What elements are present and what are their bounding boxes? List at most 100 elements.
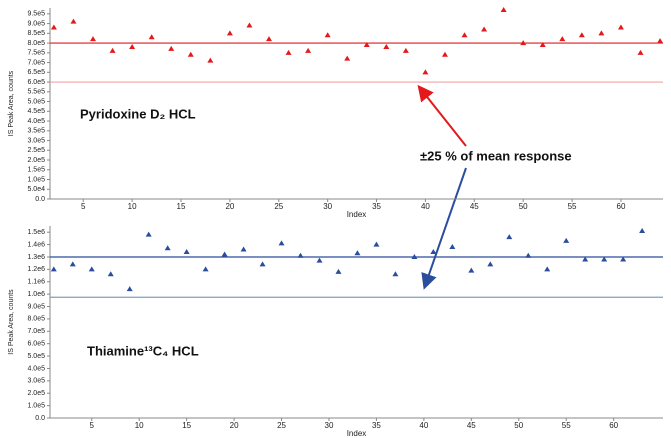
point xyxy=(129,43,136,49)
point xyxy=(246,22,253,28)
y-tick-label: 7.0e5 xyxy=(27,59,45,66)
point xyxy=(617,24,624,30)
x-tick-label: 35 xyxy=(372,421,381,430)
x-tick-label: 55 xyxy=(568,202,577,211)
point xyxy=(88,266,95,272)
point xyxy=(422,69,429,75)
y-tick-label: 1.5e5 xyxy=(27,167,45,174)
y-tick-label: 5.5e5 xyxy=(27,89,45,96)
y-tick-label: 3.5e5 xyxy=(27,128,45,135)
y-tick-label: 9.5e5 xyxy=(27,11,45,18)
y-tick-label: 3.0e5 xyxy=(27,378,45,385)
point xyxy=(468,267,475,273)
point xyxy=(544,266,551,272)
y-tick-label: 5.0e5 xyxy=(27,98,45,105)
x-tick-label: 50 xyxy=(519,202,528,211)
x-tick-label: 60 xyxy=(617,202,626,211)
y-tick-label: 8.5e5 xyxy=(27,30,45,37)
point xyxy=(221,251,228,257)
y-tick-label: 1.0e6 xyxy=(27,291,45,298)
point xyxy=(430,249,437,255)
x-axis-label: Index xyxy=(347,429,367,438)
y-tick-label: 6.0e5 xyxy=(27,341,45,348)
point xyxy=(441,51,448,57)
y-tick-label: 2.5e5 xyxy=(27,147,45,154)
point xyxy=(164,245,171,251)
point xyxy=(500,6,507,12)
point xyxy=(278,240,285,246)
y-tick-label: 0.0 xyxy=(35,196,45,203)
y-tick-label: 1.3e6 xyxy=(27,254,45,261)
x-axis-label: Index xyxy=(347,210,367,219)
y-tick-label: 6.5e5 xyxy=(27,69,45,76)
y-tick-label: 7.0e5 xyxy=(27,328,45,335)
point xyxy=(539,42,546,48)
point xyxy=(563,237,570,243)
point xyxy=(363,42,370,48)
x-tick-label: 40 xyxy=(421,202,430,211)
point xyxy=(637,49,644,55)
x-tick-label: 20 xyxy=(230,421,239,430)
y-tick-label: 0.0 xyxy=(35,415,45,422)
point xyxy=(69,261,76,267)
point xyxy=(316,257,323,263)
point xyxy=(525,252,532,258)
point xyxy=(305,47,312,53)
y-axis-label: IS Peak Area, counts xyxy=(8,289,15,355)
point xyxy=(506,234,513,240)
point xyxy=(461,32,468,38)
point xyxy=(285,49,292,55)
point xyxy=(559,36,566,42)
point xyxy=(265,36,272,42)
point xyxy=(578,32,585,38)
y-tick-label: 8.0e5 xyxy=(27,316,45,323)
point xyxy=(50,266,57,272)
point xyxy=(202,266,209,272)
y-tick-label: 5.0e4 xyxy=(27,186,45,193)
y-tick-label: 1.2e6 xyxy=(27,266,45,273)
point xyxy=(620,256,627,262)
point xyxy=(168,45,175,51)
y-tick-label: 1.5e6 xyxy=(27,229,45,236)
y-tick-label: 3.0e5 xyxy=(27,137,45,144)
point xyxy=(70,18,77,24)
x-tick-label: 5 xyxy=(90,421,95,430)
x-tick-label: 20 xyxy=(225,202,234,211)
x-tick-label: 25 xyxy=(277,421,286,430)
point xyxy=(411,253,418,259)
x-tick-label: 5 xyxy=(81,202,86,211)
annotation: ±25 % of mean response xyxy=(420,148,572,163)
point xyxy=(226,30,233,36)
arrow xyxy=(421,167,467,290)
x-tick-label: 10 xyxy=(135,421,144,430)
point xyxy=(297,252,304,258)
point xyxy=(145,231,152,237)
point xyxy=(449,244,456,250)
arrow xyxy=(417,84,467,147)
y-tick-label: 9.0e5 xyxy=(27,20,45,27)
y-tick-label: 1.4e6 xyxy=(27,241,45,248)
y-tick-label: 9.0e5 xyxy=(27,303,45,310)
point xyxy=(107,271,114,277)
chart-title: Pyridoxine D₂ HCL xyxy=(80,106,196,121)
point xyxy=(639,227,646,233)
x-tick-label: 50 xyxy=(514,421,523,430)
y-tick-label: 2.0e5 xyxy=(27,390,45,397)
y-tick-label: 4.0e5 xyxy=(27,365,45,372)
point xyxy=(90,36,97,42)
y-tick-label: 1.0e5 xyxy=(27,402,45,409)
point xyxy=(601,256,608,262)
point xyxy=(344,55,351,61)
point xyxy=(582,256,589,262)
chart-title: Thiamine¹³C₄ HCL xyxy=(87,343,199,358)
y-tick-label: 8.0e5 xyxy=(27,40,45,47)
y-tick-label: 2.0e5 xyxy=(27,157,45,164)
point xyxy=(148,34,155,40)
y-tick-label: 7.5e5 xyxy=(27,50,45,57)
point xyxy=(481,26,488,32)
point xyxy=(383,43,390,49)
y-tick-label: 1.0e5 xyxy=(27,176,45,183)
x-tick-label: 55 xyxy=(562,421,571,430)
x-tick-label: 45 xyxy=(467,421,476,430)
